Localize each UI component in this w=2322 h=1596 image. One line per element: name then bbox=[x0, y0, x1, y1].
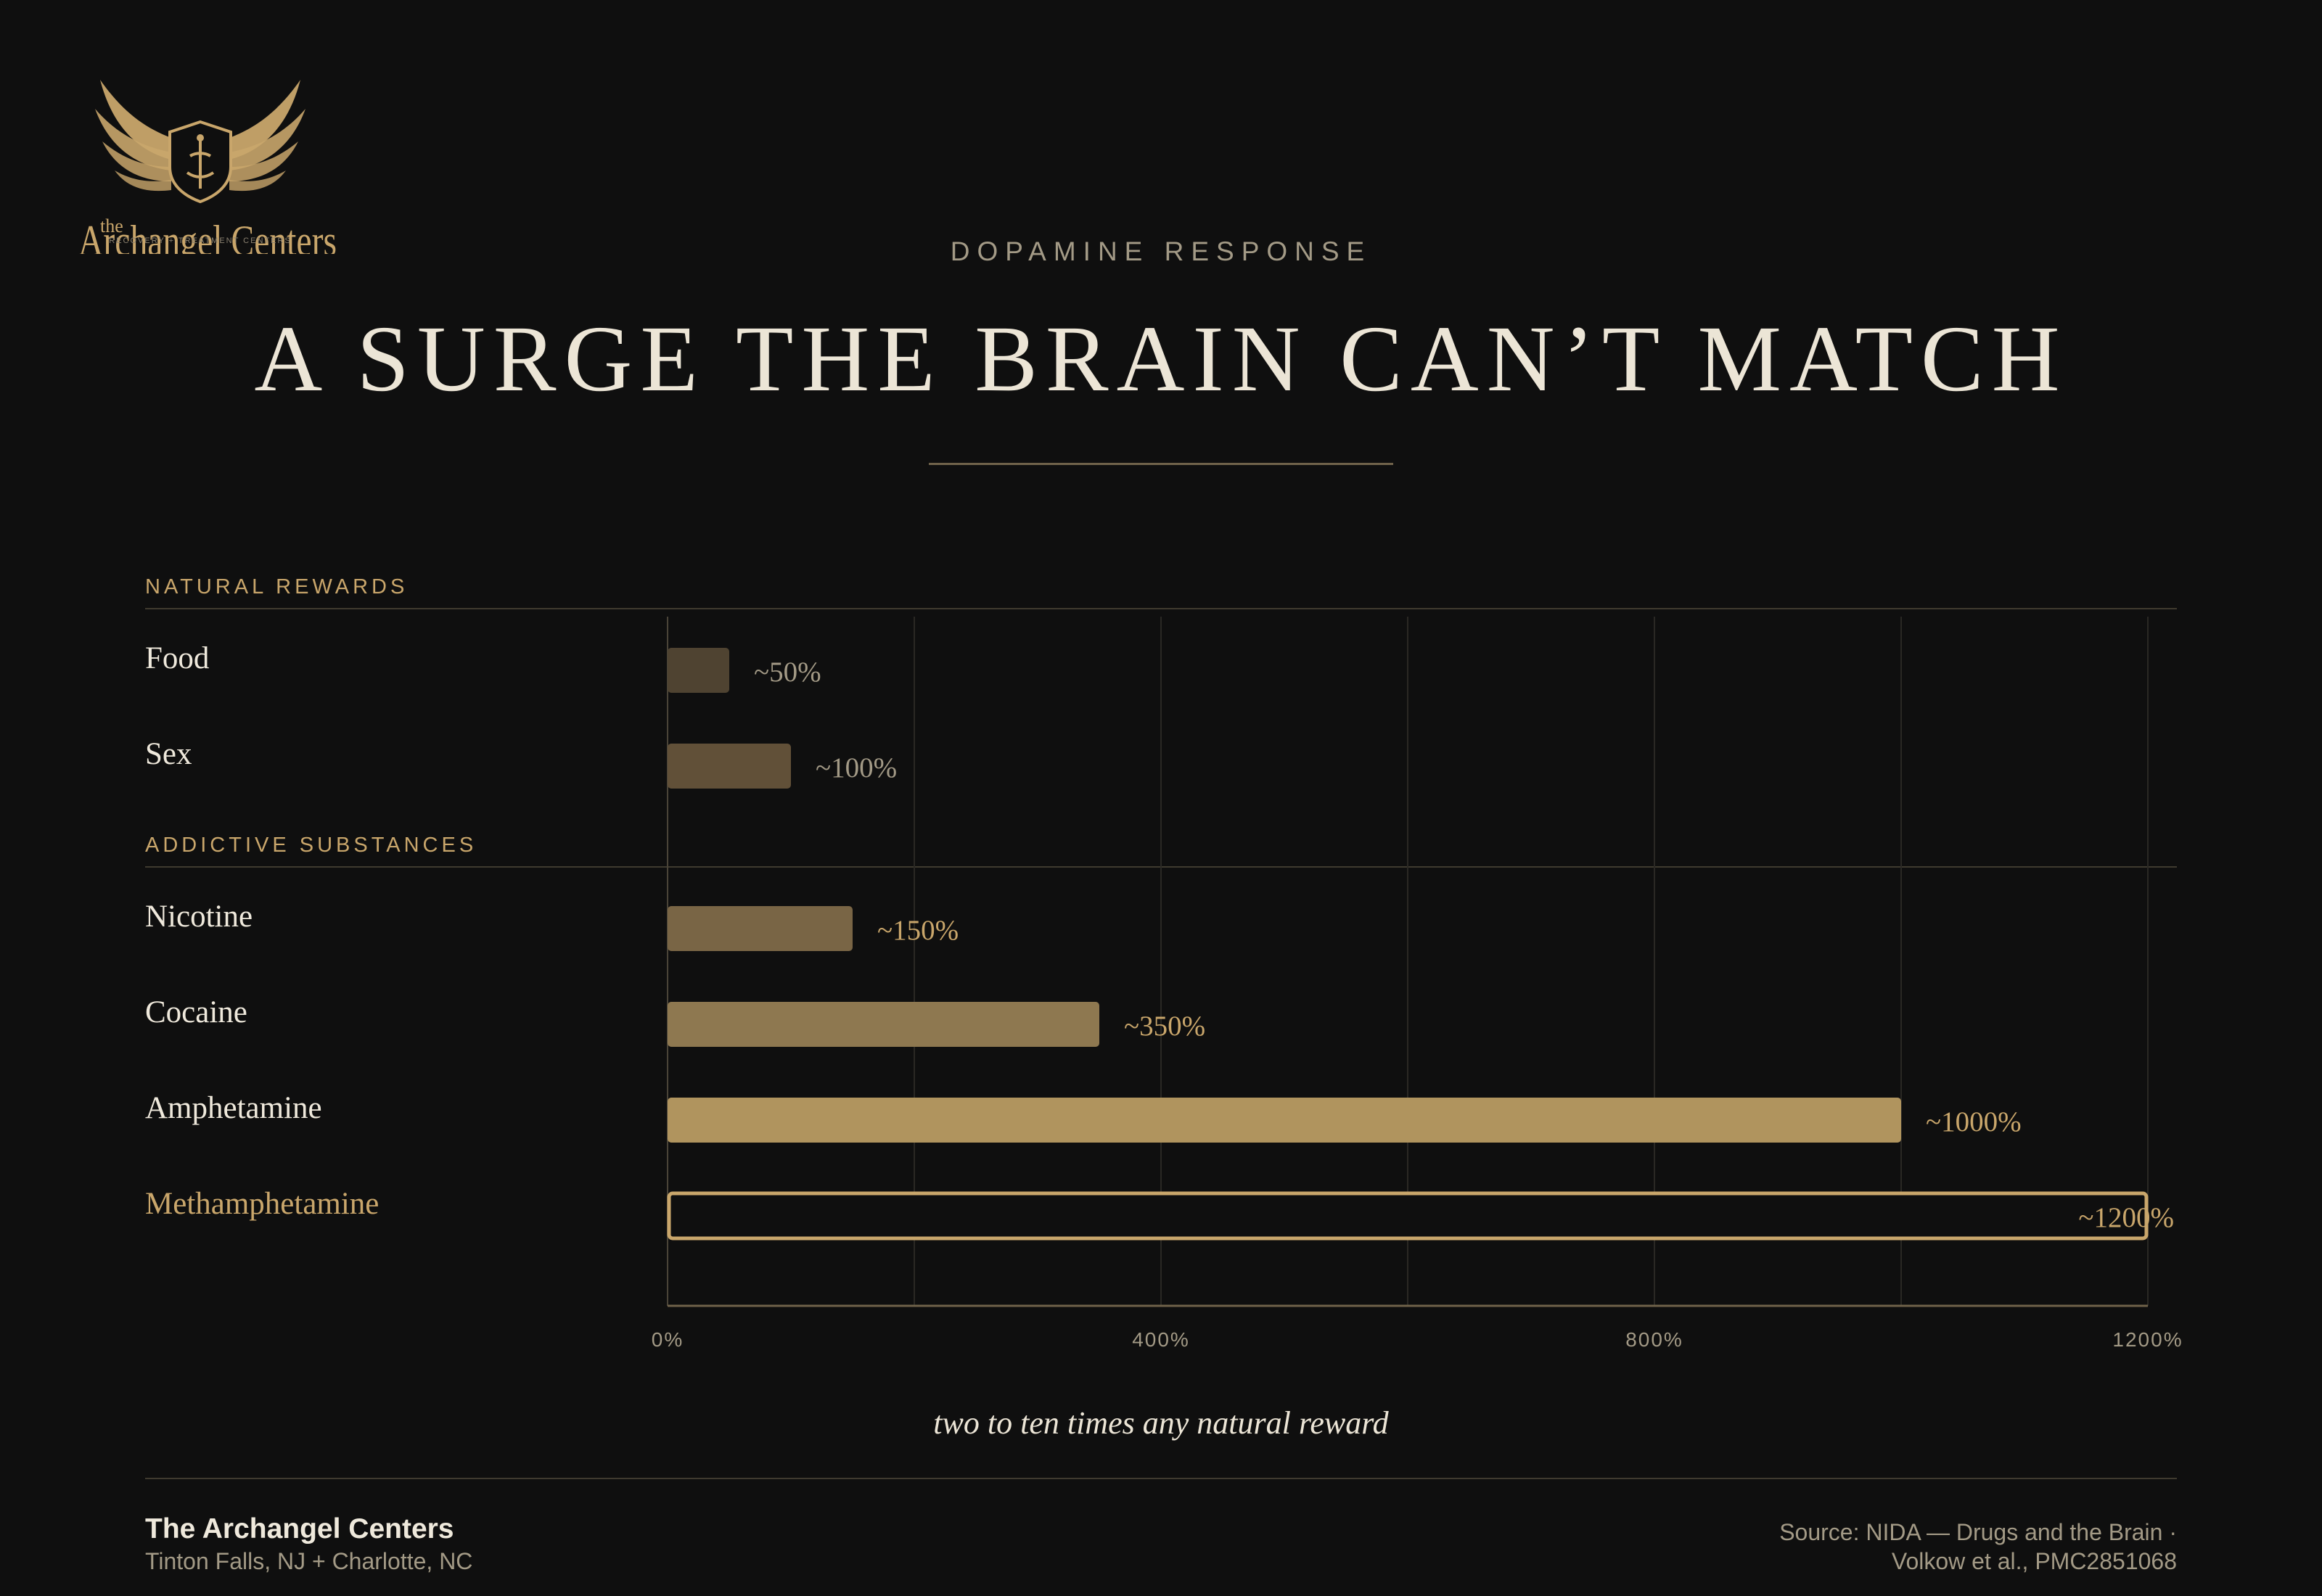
page-title: A SURGE THE BRAIN CAN’T MATCH bbox=[254, 307, 2068, 411]
svg-text:the: the bbox=[100, 215, 123, 236]
winged-shield-icon: the Archangel Centers bbox=[78, 80, 337, 254]
footer-org-name: The Archangel Centers bbox=[145, 1513, 454, 1544]
data-label-sex: ~100% bbox=[816, 752, 897, 783]
category-label-cocaine: Cocaine bbox=[145, 995, 247, 1029]
data-label-cocaine: ~350% bbox=[1124, 1011, 1205, 1042]
svg-text:Archangel Centers: Archangel Centers bbox=[78, 217, 337, 254]
bar-nicotine bbox=[668, 906, 853, 951]
footer-location: Tinton Falls, NJ + Charlotte, NC bbox=[145, 1548, 473, 1574]
data-label-methamphetamine: ~1200% bbox=[2078, 1202, 2174, 1233]
bar-amphetamine bbox=[668, 1098, 1901, 1143]
section-eyebrow: DOPAMINE RESPONSE bbox=[950, 236, 1372, 266]
x-tick-label: 400% bbox=[1132, 1328, 1190, 1351]
footer-divider bbox=[145, 1478, 2177, 1479]
chart-caption: two to ten times any natural reward bbox=[933, 1405, 1389, 1441]
bar-cocaine bbox=[668, 1002, 1099, 1047]
bar-food bbox=[668, 648, 729, 693]
category-label-sex: Sex bbox=[145, 737, 192, 771]
category-label-methamphetamine: Methamphetamine bbox=[145, 1187, 380, 1221]
category-label-food: Food bbox=[145, 641, 210, 675]
group-divider-natural bbox=[145, 608, 2177, 609]
bar-sex bbox=[668, 744, 791, 789]
source-line-1: Source: NIDA — Drugs and the Brain · bbox=[1779, 1519, 2177, 1545]
source-line-2: Volkow et al., PMC2851068 bbox=[1891, 1548, 2177, 1574]
footer-source: Source: NIDA — Drugs and the Brain · Vol… bbox=[1779, 1518, 2177, 1576]
x-tick-label: 0% bbox=[652, 1328, 684, 1351]
title-divider bbox=[929, 463, 1393, 465]
category-label-amphetamine: Amphetamine bbox=[145, 1091, 322, 1125]
bar-methamphetamine bbox=[667, 1191, 2149, 1241]
data-label-amphetamine: ~1000% bbox=[1926, 1106, 2022, 1138]
group-divider-addictive bbox=[145, 866, 2177, 868]
x-tick-label: 1200% bbox=[2112, 1328, 2183, 1351]
logo-tagline: RECOVERY + TREATMENT CENTERS bbox=[109, 236, 292, 245]
data-label-food: ~50% bbox=[754, 657, 821, 688]
category-label-nicotine: Nicotine bbox=[145, 900, 253, 934]
group-label-addictive: ADDICTIVE SUBSTANCES bbox=[145, 834, 477, 857]
group-label-natural: NATURAL REWARDS bbox=[145, 575, 409, 598]
x-tick-label: 800% bbox=[1625, 1328, 1683, 1351]
archangel-logo: the Archangel Centers bbox=[62, 51, 338, 254]
data-label-nicotine: ~150% bbox=[877, 915, 959, 946]
